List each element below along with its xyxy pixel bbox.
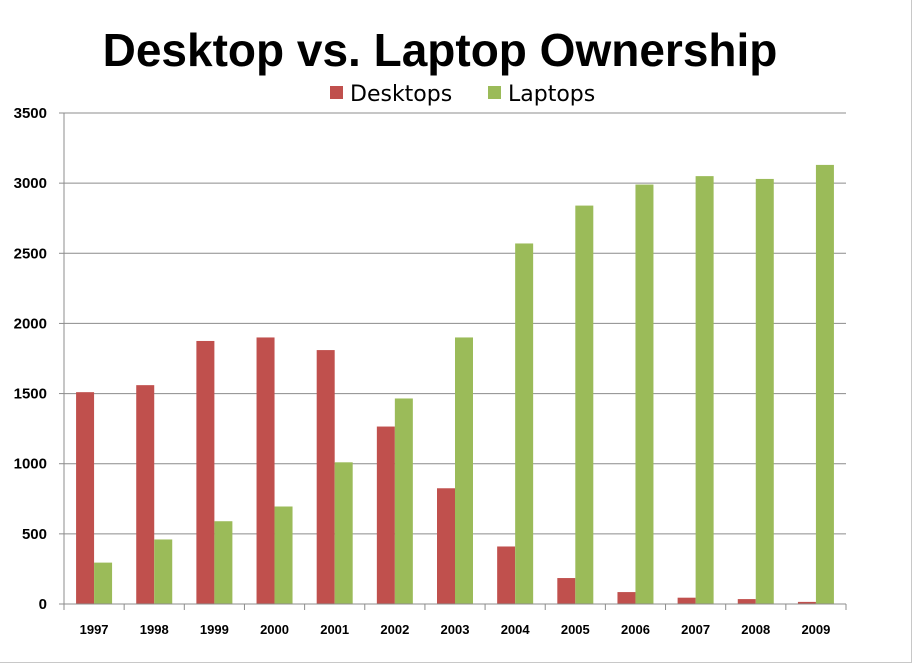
x-tick-label: 2008 xyxy=(741,622,770,637)
y-tick-label: 1500 xyxy=(14,386,47,403)
bar-laptops-2002 xyxy=(394,398,413,604)
bar-laptops-1999 xyxy=(214,521,233,604)
y-tick-label: 2500 xyxy=(14,245,47,262)
y-tick-label: 2000 xyxy=(14,315,47,332)
x-tick-label: 1997 xyxy=(80,622,109,637)
bar-laptops-2003 xyxy=(455,337,473,604)
y-tick-label: 3000 xyxy=(14,175,47,192)
y-tick-label: 3500 xyxy=(14,105,47,122)
bar-desktops-2004 xyxy=(497,546,516,604)
y-tick-label: 0 xyxy=(39,596,47,613)
y-axis: 0 500 1000 1500 2000 2500 3000 3500 xyxy=(14,105,65,613)
bar-desktops-1997 xyxy=(76,392,95,604)
bar-desktops-2008 xyxy=(737,599,756,604)
bar-laptops-2001 xyxy=(334,462,353,604)
legend-label-desktops: Desktops xyxy=(350,82,452,107)
bar-laptops-2007 xyxy=(695,176,714,604)
legend-label-laptops: Laptops xyxy=(508,82,595,107)
bar-desktops-2002 xyxy=(376,426,395,604)
legend-swatch-laptops xyxy=(488,86,501,99)
bar-desktops-1999 xyxy=(196,340,215,604)
bar-desktops-2009 xyxy=(797,601,816,604)
bar-laptops-1998 xyxy=(154,539,173,604)
x-tick-label: 2002 xyxy=(380,622,409,637)
bar-laptops-2006 xyxy=(635,184,654,604)
bar-desktops-2000 xyxy=(256,337,275,604)
bar-laptops-2000 xyxy=(274,506,293,604)
bar-laptops-2009 xyxy=(815,164,834,605)
x-tick-label: 2005 xyxy=(561,622,590,637)
bar-laptops-2004 xyxy=(515,243,534,605)
x-tick-label: 1999 xyxy=(200,622,229,637)
bar-laptops-2005 xyxy=(575,205,594,605)
bar-desktops-2005 xyxy=(557,578,576,604)
x-tick-label: 2006 xyxy=(621,622,650,637)
bar-desktops-1998 xyxy=(136,385,155,604)
x-tick-label: 2004 xyxy=(501,622,531,637)
bar-desktops-2003 xyxy=(437,488,455,604)
y-tick-label: 1000 xyxy=(14,456,47,473)
chart-title: Desktop vs. Laptop Ownership xyxy=(103,24,778,76)
x-tick-label: 2000 xyxy=(260,622,289,637)
bar-desktops-2007 xyxy=(677,597,696,604)
x-tick-label: 2007 xyxy=(681,622,710,637)
x-tick-label: 2001 xyxy=(320,622,349,637)
legend-swatch-desktops xyxy=(330,86,343,99)
legend: Desktops Laptops xyxy=(330,82,595,107)
y-tick-label: 500 xyxy=(22,526,47,543)
bar-desktops-2001 xyxy=(316,350,335,604)
x-tick-label: 1998 xyxy=(140,622,169,637)
x-tick-label: 2009 xyxy=(801,622,830,637)
bars xyxy=(76,164,834,605)
x-axis: 1997 1998 1999 2000 2001 2002 2003 2004 2005 2006… xyxy=(63,603,847,637)
bar-laptops-2008 xyxy=(755,178,774,605)
bar-desktops-2006 xyxy=(617,592,636,604)
bar-laptops-1997 xyxy=(94,562,113,604)
x-tick-label: 2003 xyxy=(441,622,470,637)
